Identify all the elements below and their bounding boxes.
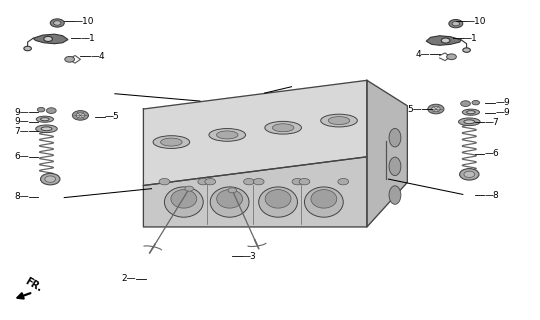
Circle shape bbox=[244, 179, 254, 185]
Text: —8: —8 bbox=[484, 190, 499, 200]
Ellipse shape bbox=[165, 187, 203, 217]
Ellipse shape bbox=[311, 190, 337, 208]
Circle shape bbox=[40, 173, 60, 185]
Ellipse shape bbox=[458, 118, 480, 125]
Circle shape bbox=[472, 100, 480, 105]
Ellipse shape bbox=[265, 121, 301, 134]
Ellipse shape bbox=[217, 190, 242, 208]
Ellipse shape bbox=[464, 120, 475, 124]
Circle shape bbox=[449, 20, 463, 28]
Text: —5: —5 bbox=[105, 113, 119, 122]
Text: —4: —4 bbox=[90, 52, 105, 61]
Ellipse shape bbox=[305, 187, 343, 217]
Circle shape bbox=[460, 169, 479, 180]
Text: —3: —3 bbox=[242, 252, 256, 261]
Circle shape bbox=[45, 176, 56, 182]
Ellipse shape bbox=[209, 129, 246, 141]
Ellipse shape bbox=[321, 114, 357, 127]
Ellipse shape bbox=[153, 136, 190, 148]
Ellipse shape bbox=[41, 127, 52, 131]
Circle shape bbox=[428, 104, 444, 114]
Text: 8—: 8— bbox=[14, 192, 29, 201]
Ellipse shape bbox=[40, 118, 49, 121]
Ellipse shape bbox=[389, 128, 401, 147]
Ellipse shape bbox=[389, 186, 401, 204]
Circle shape bbox=[338, 179, 349, 185]
Circle shape bbox=[431, 107, 440, 112]
Text: —10: —10 bbox=[465, 17, 486, 26]
Polygon shape bbox=[144, 80, 367, 186]
Circle shape bbox=[441, 38, 450, 43]
Circle shape bbox=[205, 179, 215, 185]
Circle shape bbox=[464, 171, 475, 178]
Text: 2—: 2— bbox=[122, 274, 137, 283]
Circle shape bbox=[228, 188, 237, 193]
Text: 6—: 6— bbox=[14, 152, 29, 161]
Ellipse shape bbox=[328, 116, 350, 124]
Text: —6: —6 bbox=[484, 149, 499, 158]
Polygon shape bbox=[144, 157, 367, 227]
Ellipse shape bbox=[259, 187, 298, 217]
Circle shape bbox=[299, 179, 310, 185]
Circle shape bbox=[159, 179, 170, 185]
Text: 5—: 5— bbox=[407, 105, 422, 114]
Circle shape bbox=[463, 48, 470, 52]
Circle shape bbox=[37, 108, 45, 112]
Circle shape bbox=[461, 101, 470, 107]
Text: —10: —10 bbox=[74, 17, 94, 26]
Text: —9: —9 bbox=[495, 108, 510, 117]
Circle shape bbox=[198, 179, 208, 185]
Circle shape bbox=[452, 21, 460, 26]
Circle shape bbox=[65, 56, 75, 62]
Circle shape bbox=[72, 111, 89, 120]
Text: 9—: 9— bbox=[14, 117, 29, 126]
Text: 7—: 7— bbox=[14, 127, 29, 136]
Circle shape bbox=[185, 186, 193, 191]
Ellipse shape bbox=[210, 187, 249, 217]
Text: 9—: 9— bbox=[14, 108, 29, 117]
Ellipse shape bbox=[467, 111, 475, 114]
Text: —1: —1 bbox=[463, 34, 477, 43]
Ellipse shape bbox=[272, 124, 294, 132]
Circle shape bbox=[46, 108, 56, 114]
Polygon shape bbox=[426, 36, 461, 45]
Text: FR.: FR. bbox=[23, 276, 44, 294]
Circle shape bbox=[53, 21, 61, 25]
Circle shape bbox=[50, 19, 64, 27]
Ellipse shape bbox=[265, 190, 291, 208]
Ellipse shape bbox=[217, 131, 238, 139]
Ellipse shape bbox=[462, 109, 480, 115]
Text: 4—: 4— bbox=[415, 50, 430, 59]
Text: —9: —9 bbox=[495, 98, 510, 107]
Polygon shape bbox=[33, 34, 68, 44]
Ellipse shape bbox=[389, 157, 401, 176]
Text: —1: —1 bbox=[80, 34, 95, 43]
Circle shape bbox=[253, 179, 264, 185]
Ellipse shape bbox=[171, 190, 197, 208]
Circle shape bbox=[292, 179, 303, 185]
Circle shape bbox=[76, 113, 85, 118]
Ellipse shape bbox=[36, 116, 53, 122]
Text: —7: —7 bbox=[484, 118, 499, 127]
Circle shape bbox=[44, 36, 52, 42]
Circle shape bbox=[447, 54, 456, 60]
Ellipse shape bbox=[36, 125, 57, 132]
Ellipse shape bbox=[160, 138, 182, 146]
Circle shape bbox=[24, 46, 31, 51]
Polygon shape bbox=[367, 80, 407, 227]
